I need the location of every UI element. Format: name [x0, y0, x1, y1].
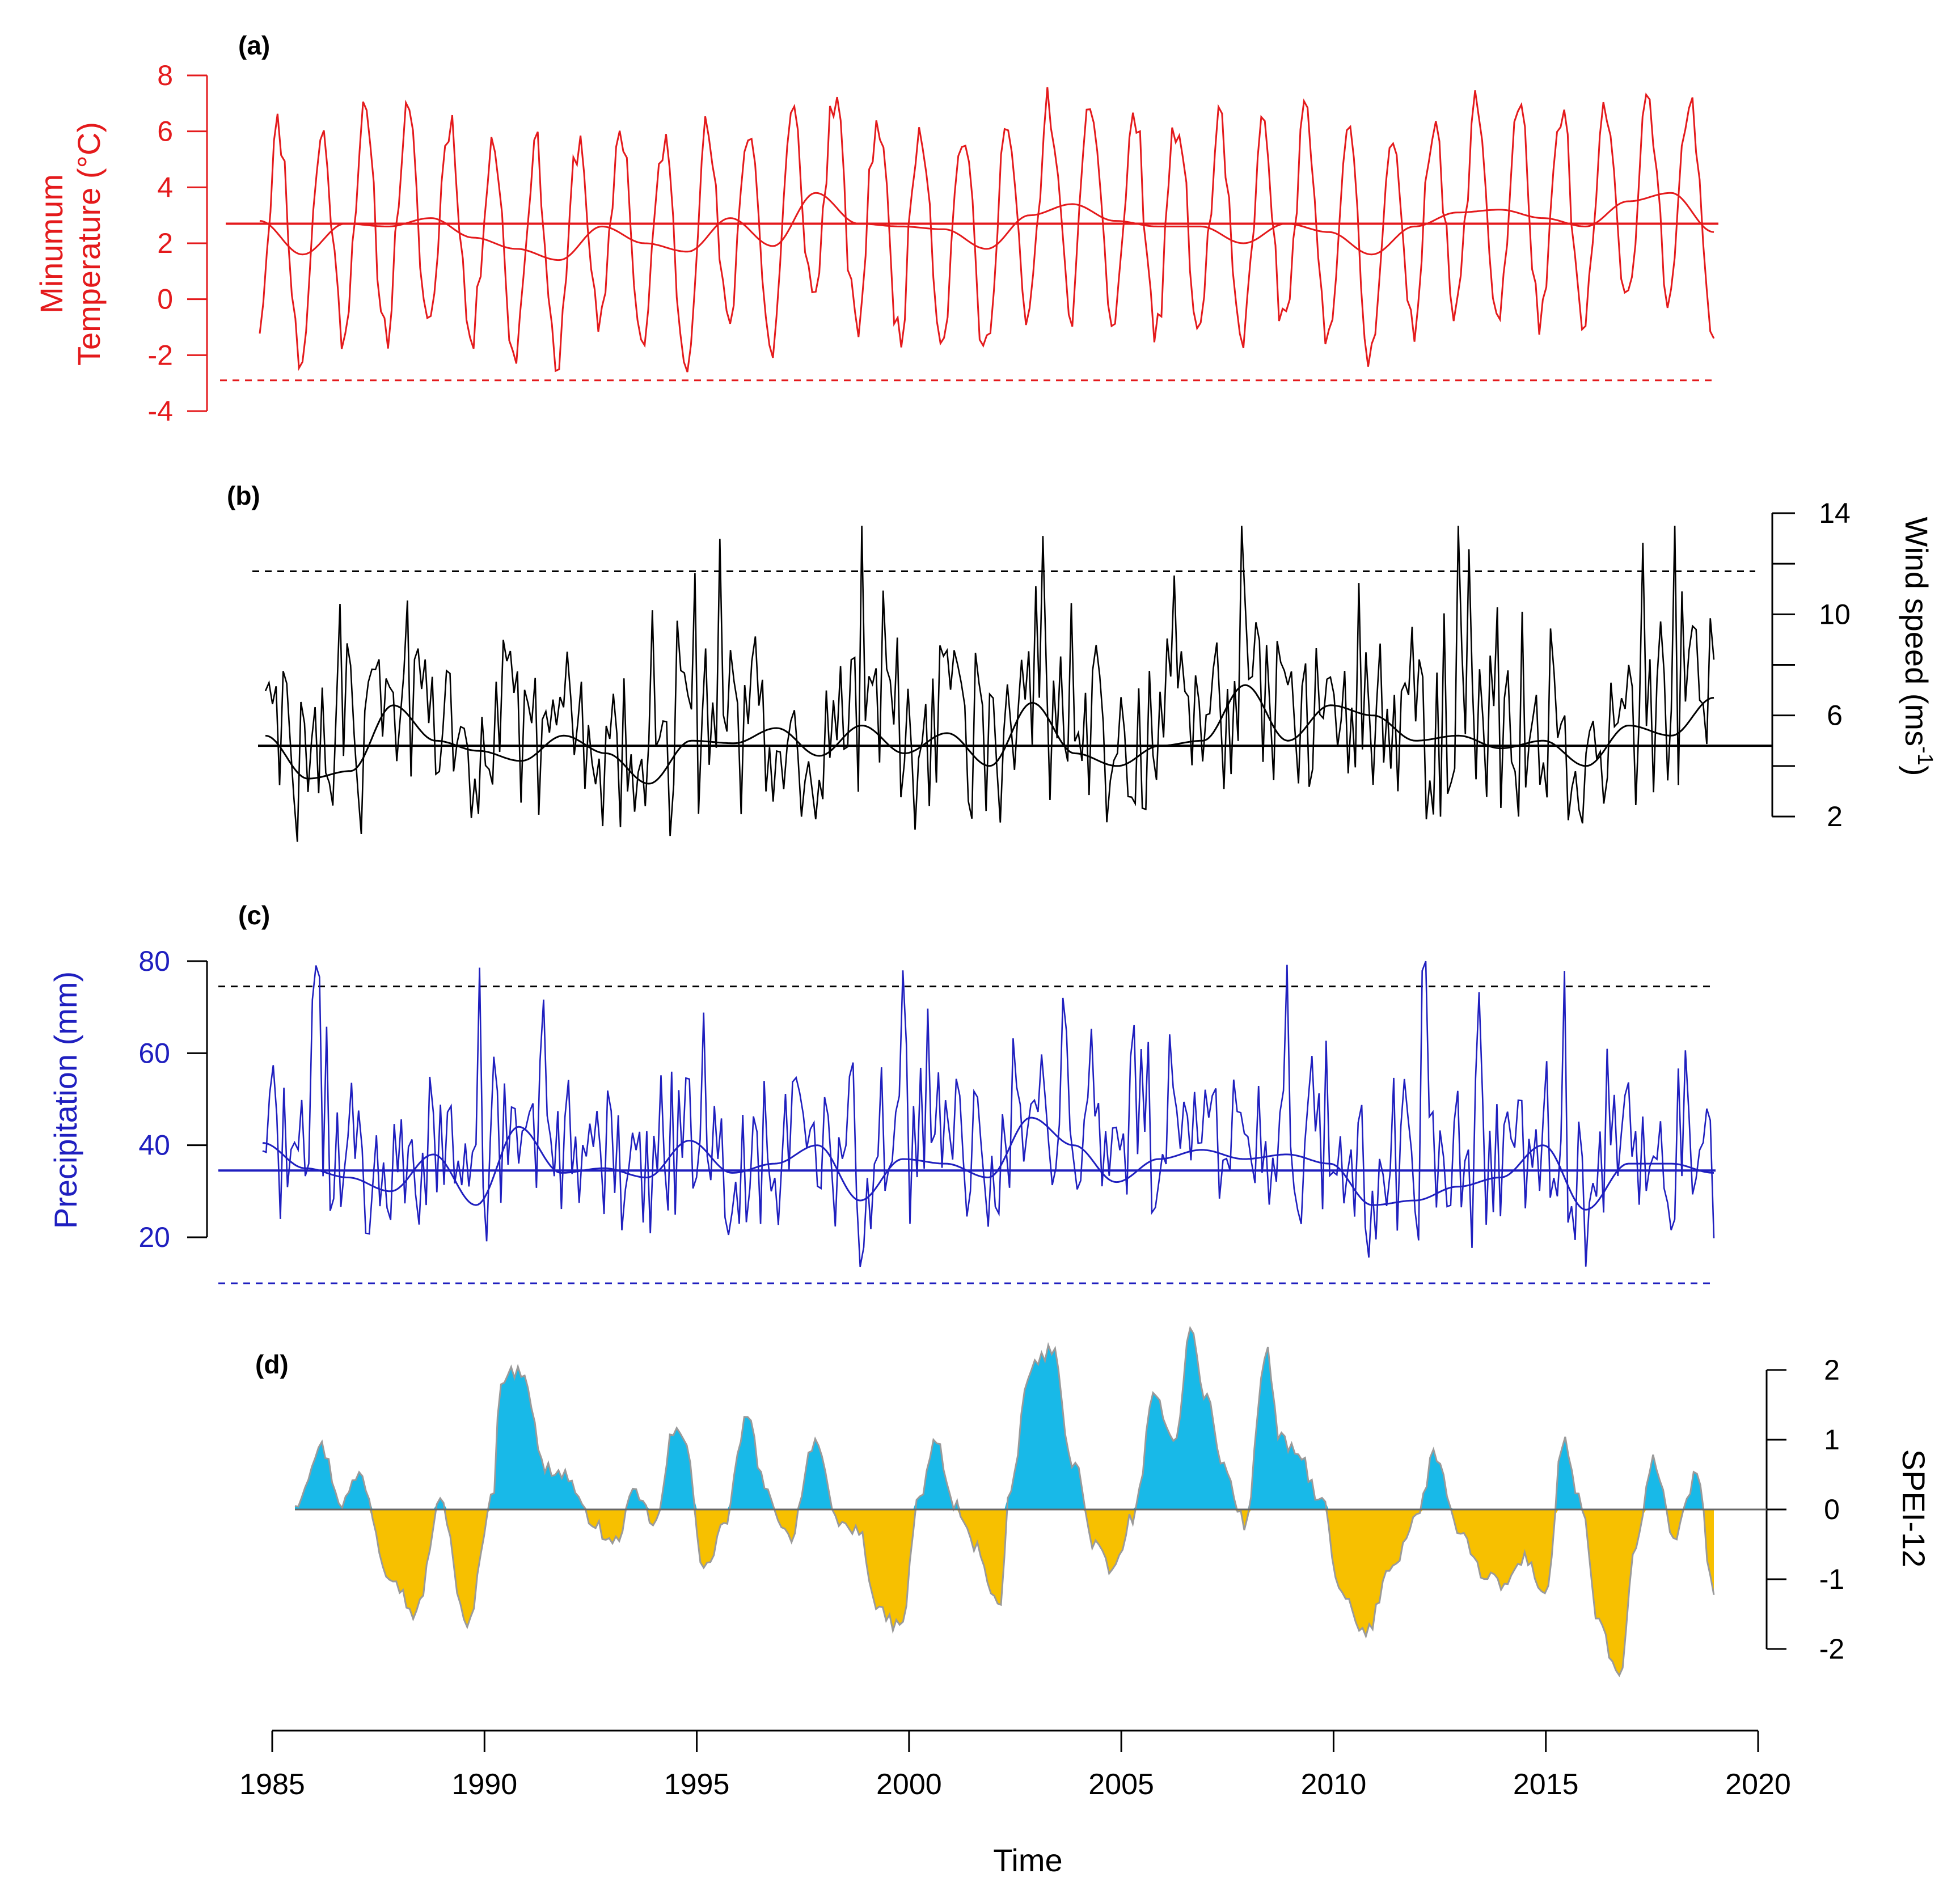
panel-b-y-tick-label: 14: [1819, 497, 1851, 529]
panel-d-outline: [294, 1326, 1715, 1677]
panel-a-y-tick-label: 6: [157, 116, 173, 147]
panel-d-y-tick-label: 0: [1824, 1494, 1840, 1525]
panel-a-smoothed-series: [259, 192, 1714, 261]
x-axis-label: Time: [993, 1842, 1062, 1878]
panel-c-y-tick-label: 80: [138, 945, 170, 977]
panel-c-y-tick-label: 20: [138, 1221, 170, 1253]
x-axis-tick-label: 1985: [239, 1768, 305, 1801]
panel-a-y-axis-label: MinumumTemperature (°C): [33, 122, 107, 366]
panel-c-smoothed-series: [262, 1117, 1714, 1211]
panel-d-label: (d): [255, 1350, 289, 1379]
panel-b-y-tick-label: 2: [1827, 801, 1843, 832]
x-axis-tick-label: 2005: [1088, 1768, 1154, 1801]
panel-b-monthly-series: [264, 526, 1715, 842]
panel-a-y-tick-label: 8: [157, 60, 173, 91]
panel-d-y-tick-label: 1: [1824, 1424, 1840, 1456]
panel-b-wind-speed: (b) 2 6 10 14 Wind speed (ms-1): [227, 481, 1937, 842]
panel-a-y-label-line2: Temperature (°C): [71, 122, 107, 366]
panel-d-y-tick-label: 2: [1824, 1354, 1840, 1386]
panel-a-y-tick-label: 0: [157, 284, 173, 315]
panel-b-y-tick-label: 6: [1827, 700, 1843, 731]
panel-b-y-label-text: Wind speed (ms: [1899, 517, 1934, 746]
panel-d-y-axis-label: SPEI-12: [1896, 1449, 1932, 1568]
panel-a-y-tick-label: 4: [157, 171, 173, 203]
x-axis-tick-label: 2015: [1513, 1768, 1579, 1801]
panel-a-monthly-series: [259, 87, 1715, 373]
panel-d-spei-12: (d) -2 -1 0 1 2 SPEI-12: [255, 1326, 1932, 1677]
panel-a-y-tick-label: 2: [157, 227, 173, 259]
panel-c-y-tick-label: 60: [138, 1037, 170, 1069]
panel-d-y-tick-label: -1: [1819, 1563, 1844, 1595]
panel-a-y-tick-label: -2: [148, 339, 173, 371]
panel-d-y-tick-label: -2: [1819, 1633, 1844, 1665]
x-axis-tick-label: 2000: [876, 1768, 942, 1801]
panel-a-y-tick-label: -4: [148, 395, 173, 427]
panel-b-smoothed-series: [265, 684, 1714, 785]
panel-a-y-label-line1: Minumum: [33, 174, 69, 314]
panel-b-y-axis-label: Wind speed (ms-1): [1899, 517, 1937, 776]
panel-a-minimum-temperature: (a) -4 -2 0 2 4 6 8 MinumumTemperature (°C): [33, 31, 1718, 427]
panel-b-label: (b): [227, 481, 260, 510]
x-axis-tick-label: 1995: [664, 1768, 730, 1801]
panel-d-positive-area: [295, 1328, 1714, 1509]
panel-c-label: (c): [238, 900, 270, 930]
x-axis-tick-label: 2020: [1725, 1768, 1791, 1801]
panel-d-negative-area: [295, 1509, 1714, 1676]
x-axis-tick-label: 2010: [1301, 1768, 1367, 1801]
x-axis-tick-label: 1990: [451, 1768, 517, 1801]
panel-c-y-tick-label: 40: [138, 1130, 170, 1161]
panel-c-precipitation: (c) 20 40 60 80 Precipitation (mm): [48, 900, 1716, 1284]
panel-c-monthly-series: [262, 961, 1715, 1267]
panel-b-y-label-close: ): [1899, 766, 1934, 776]
panel-a-label: (a): [238, 31, 270, 60]
time-x-axis: 1985 1990 1995 2000 2005 2010 2015 2020 Time: [239, 1729, 1791, 1878]
panel-b-y-tick-label: 10: [1819, 598, 1851, 630]
panel-c-y-axis-label: Precipitation (mm): [48, 971, 83, 1229]
panel-b-y-label-superscript: -1: [1913, 746, 1937, 766]
